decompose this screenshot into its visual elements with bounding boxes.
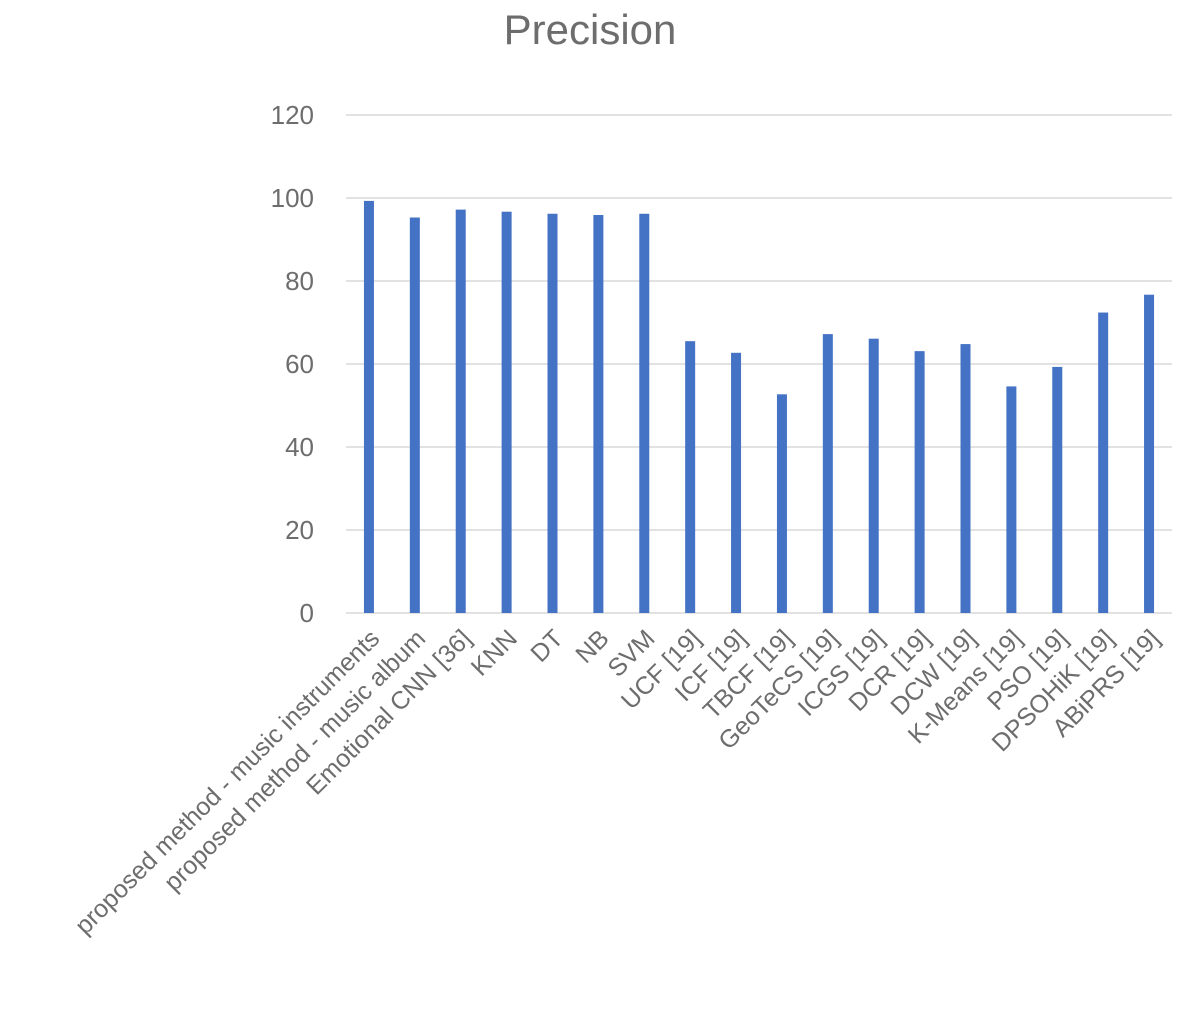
bar (547, 213, 558, 613)
y-tick-label: 40 (285, 432, 314, 462)
bar (960, 344, 971, 613)
x-category-label: KNN (466, 624, 523, 681)
bar (685, 341, 696, 613)
bar (455, 209, 466, 613)
bar (914, 351, 925, 613)
bar (776, 394, 787, 613)
bar (731, 352, 742, 613)
chart-title: Precision (504, 6, 677, 53)
bar (1006, 386, 1017, 613)
bar (501, 211, 512, 613)
bar (593, 215, 604, 613)
bar (1098, 312, 1109, 613)
bars (363, 200, 1155, 613)
y-tick-label: 0 (300, 598, 314, 628)
y-tick-label: 100 (271, 183, 314, 213)
bar (639, 213, 650, 613)
y-tick-label: 60 (285, 349, 314, 379)
y-tick-label: 20 (285, 515, 314, 545)
gridlines (346, 114, 1172, 614)
bar (1144, 294, 1155, 613)
y-axis-tick-labels: 0 20 40 60 80 100 120 (271, 100, 314, 628)
x-category-label: DT (525, 624, 568, 667)
x-axis-category-labels: proposed method - music instrumentspropo… (70, 624, 1166, 940)
y-tick-label: 120 (271, 100, 314, 130)
x-category-label: proposed method - music album (159, 624, 431, 896)
bar (822, 334, 833, 613)
bar (868, 338, 879, 613)
bar (409, 217, 420, 613)
y-tick-label: 80 (285, 266, 314, 296)
bar (1052, 366, 1063, 613)
bar (363, 200, 374, 613)
